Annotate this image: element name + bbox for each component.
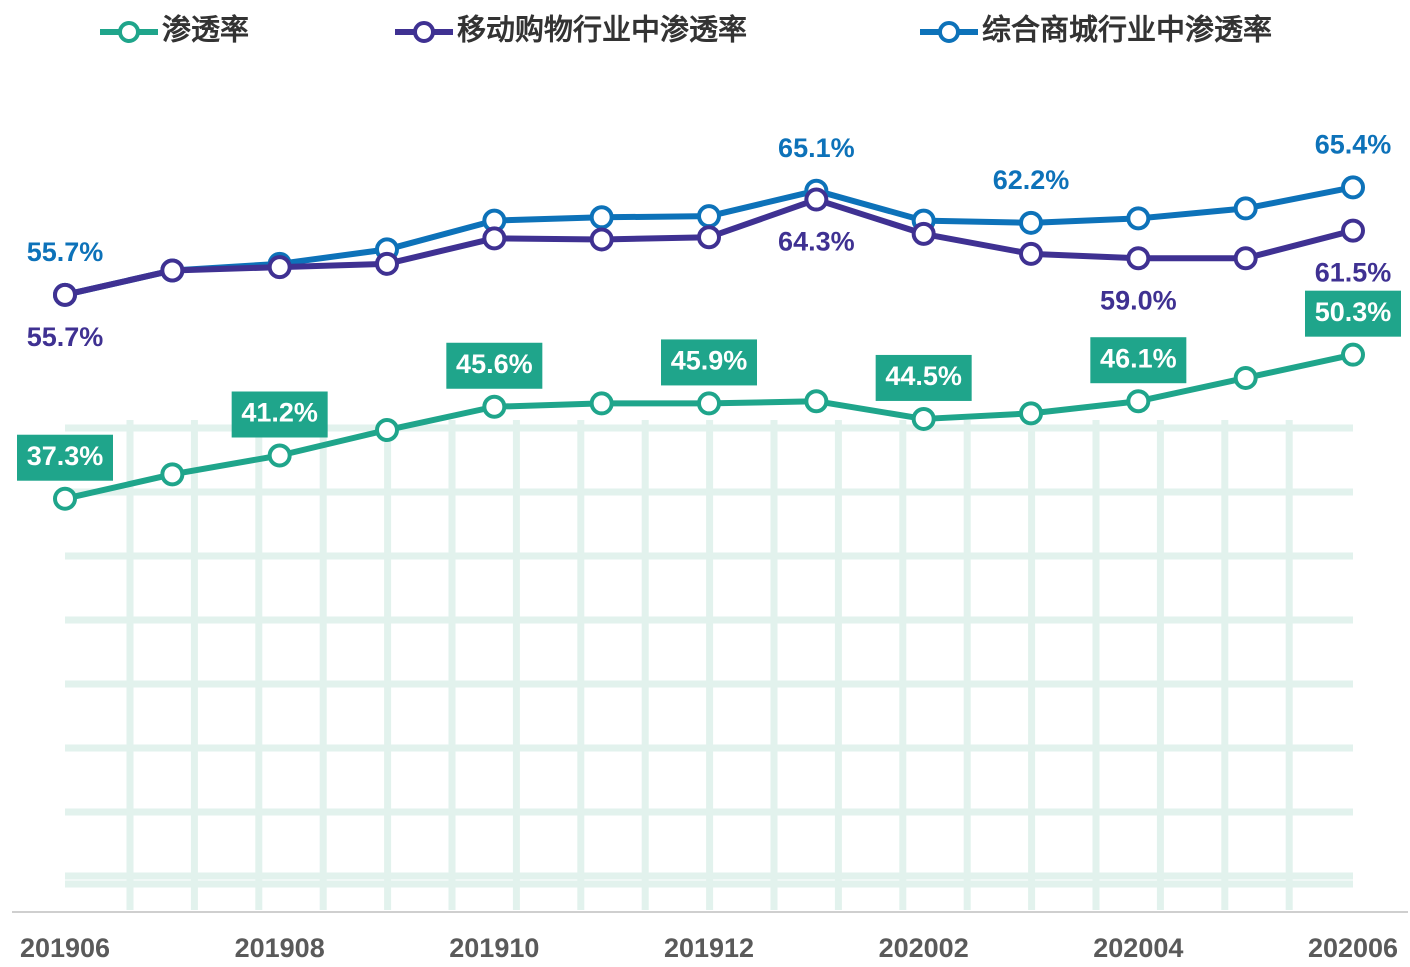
point-marker — [482, 394, 507, 419]
x-tick-label: 201910 — [449, 933, 539, 963]
data-label: 50.3% — [1315, 297, 1392, 327]
point-marker — [1126, 246, 1151, 271]
point-marker — [1233, 196, 1258, 221]
point-marker — [1341, 218, 1365, 243]
data-label: 44.5% — [885, 361, 962, 391]
point-marker — [697, 204, 721, 229]
x-tick-label: 202004 — [1093, 933, 1183, 963]
point-marker — [482, 226, 507, 251]
x-tick-label: 202006 — [1308, 933, 1398, 963]
point-marker — [160, 258, 185, 283]
point-marker — [589, 227, 614, 252]
label-box — [17, 434, 113, 481]
data-label: 62.2% — [993, 165, 1070, 195]
data-label: 55.7% — [27, 322, 104, 352]
data-label: 61.5% — [1315, 258, 1392, 288]
data-label: 46.1% — [1100, 343, 1177, 373]
point-marker — [1341, 342, 1365, 367]
legend-label: 移动购物行业中渗透率 — [457, 13, 747, 47]
point-marker — [375, 418, 399, 443]
label-box — [1090, 337, 1187, 384]
point-marker — [697, 225, 721, 250]
point-marker — [589, 205, 614, 230]
label-box — [661, 339, 757, 386]
background-grid — [65, 420, 1353, 910]
legend-label: 综合商城行业中渗透率 — [982, 13, 1272, 47]
point-marker — [697, 391, 721, 416]
point-marker — [1341, 175, 1365, 200]
legend-marker — [413, 21, 435, 43]
data-label: 45.6% — [456, 349, 533, 379]
data-label: 37.3% — [27, 441, 104, 471]
point-marker — [267, 443, 292, 468]
data-label: 45.9% — [671, 346, 748, 376]
point-marker — [1126, 389, 1151, 414]
point-marker — [804, 187, 829, 212]
data-label: 65.4% — [1315, 129, 1392, 159]
point-marker — [375, 251, 399, 276]
point-marker — [1019, 401, 1043, 426]
label-box — [446, 342, 543, 389]
x-tick-label: 201912 — [664, 933, 754, 963]
label-box — [875, 354, 972, 401]
label-box — [231, 391, 328, 438]
data-label: 64.3% — [778, 227, 855, 257]
point-marker — [267, 255, 292, 280]
point-marker — [911, 221, 936, 246]
data-label: 55.7% — [27, 237, 104, 267]
label-box — [1305, 290, 1401, 337]
legend-marker — [118, 21, 140, 43]
x-tick-label: 201906 — [20, 933, 110, 963]
point-marker — [1019, 210, 1043, 235]
legend-marker — [938, 21, 960, 43]
data-label: 65.1% — [778, 133, 855, 163]
data-label: 41.2% — [241, 398, 318, 428]
x-tick-label: 202002 — [879, 933, 969, 963]
point-marker — [53, 486, 77, 511]
point-marker — [53, 282, 77, 307]
x-tick-label: 201908 — [235, 933, 325, 963]
point-marker — [911, 406, 936, 431]
point-marker — [804, 389, 829, 414]
legend-label: 渗透率 — [162, 13, 249, 47]
point-marker — [160, 462, 185, 487]
point-marker — [1233, 246, 1258, 271]
point-marker — [1019, 241, 1043, 266]
point-marker — [589, 391, 614, 416]
point-marker — [1233, 365, 1258, 390]
data-label: 59.0% — [1100, 285, 1177, 315]
point-marker — [1126, 206, 1151, 231]
